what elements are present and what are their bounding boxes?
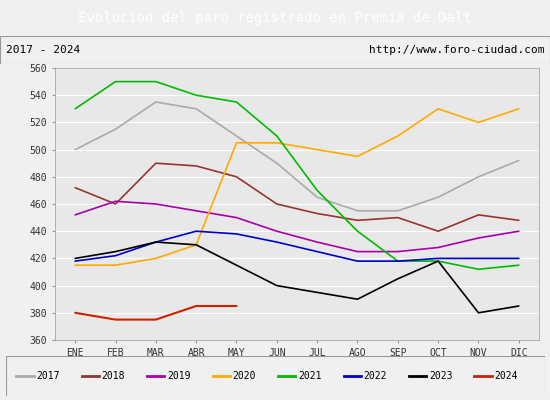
Text: 2017: 2017 — [36, 371, 60, 381]
Text: 2023: 2023 — [429, 371, 453, 381]
Text: 2018: 2018 — [102, 371, 125, 381]
Text: 2017 - 2024: 2017 - 2024 — [6, 45, 80, 55]
Text: 2019: 2019 — [167, 371, 191, 381]
Text: 2021: 2021 — [298, 371, 322, 381]
Text: 2020: 2020 — [233, 371, 256, 381]
Text: http://www.foro-ciudad.com: http://www.foro-ciudad.com — [369, 45, 544, 55]
Text: 2022: 2022 — [364, 371, 387, 381]
Text: Evolucion del paro registrado en Premià de Dalt: Evolucion del paro registrado en Premià … — [78, 11, 472, 25]
Text: 2024: 2024 — [494, 371, 518, 381]
